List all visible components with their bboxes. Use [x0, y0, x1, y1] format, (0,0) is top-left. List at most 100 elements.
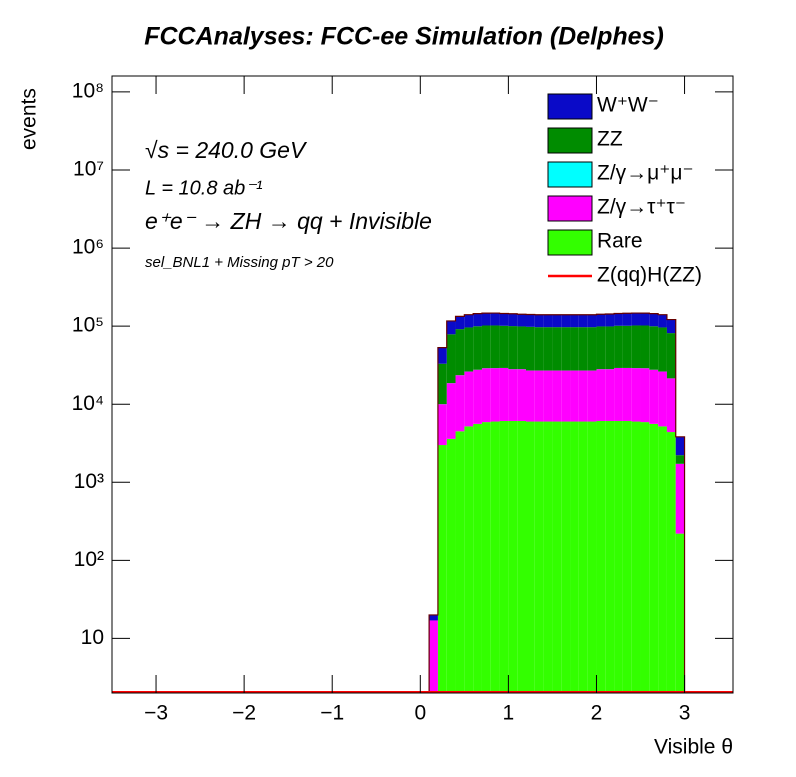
histogram-bar	[579, 371, 588, 422]
histogram-bar	[491, 422, 500, 693]
histogram-bar	[676, 455, 685, 464]
histogram-bar	[623, 326, 632, 368]
x-tick-label: 1	[503, 702, 515, 725]
histogram-bar	[473, 424, 482, 693]
y-axis-label: events	[18, 88, 41, 150]
y-tick-label: 10⁸	[72, 79, 104, 102]
annotation: sel_BNL1 + Missing pT > 20	[145, 254, 334, 271]
histogram-bar	[517, 326, 526, 369]
legend-label: Z/γ→τ⁺τ⁻	[597, 196, 686, 219]
histogram-bar	[482, 325, 491, 368]
histogram-bar	[596, 314, 605, 326]
histogram-bar	[456, 375, 465, 431]
histogram-bar	[552, 371, 561, 422]
histogram-bar	[544, 371, 553, 422]
legend-label: W⁺W⁻	[597, 94, 659, 117]
histogram-bar	[517, 314, 526, 326]
legend-label: Rare	[597, 230, 643, 253]
histogram-bar	[623, 313, 632, 325]
histogram-bar	[482, 313, 491, 325]
histogram-bar	[667, 378, 676, 432]
histogram-bar	[676, 534, 685, 693]
histogram-bar	[667, 333, 676, 378]
histogram-bar	[464, 315, 473, 328]
histogram-bar	[456, 316, 465, 329]
histogram-bar	[438, 348, 447, 364]
histogram-bar	[561, 371, 570, 422]
x-tick-label: −1	[320, 702, 344, 725]
histogram-bar	[447, 321, 456, 334]
histogram-bar	[676, 437, 685, 455]
histogram-bar	[438, 364, 447, 404]
histogram-bar	[526, 371, 535, 422]
histogram-bar	[544, 327, 553, 370]
histogram-bar	[588, 371, 597, 422]
histogram-bar	[552, 422, 561, 693]
histogram-bar	[623, 368, 632, 421]
histogram-bar	[632, 368, 641, 421]
histogram-bar	[500, 368, 509, 421]
histogram-bar	[456, 329, 465, 375]
histogram-bar	[438, 404, 447, 445]
histogram-bar	[500, 314, 509, 326]
histogram-bar	[473, 314, 482, 327]
histogram-bar	[641, 325, 650, 368]
annotation: L = 10.8 ab⁻¹	[145, 177, 263, 199]
histogram-bar	[649, 424, 658, 693]
x-tick-label: 3	[679, 702, 691, 725]
y-tick-label: 10⁴	[72, 392, 104, 415]
y-tick-label: 10⁵	[72, 314, 104, 337]
x-tick-label: −3	[144, 702, 168, 725]
histogram-bar	[526, 314, 535, 326]
histogram-bar	[500, 421, 509, 693]
histogram-bar	[482, 422, 491, 693]
histogram-bar	[570, 371, 579, 422]
annotation: √s = 240.0 GeV	[145, 137, 308, 163]
legend-swatch	[548, 230, 592, 255]
histogram-bar	[658, 426, 667, 693]
histogram-bar	[561, 422, 570, 693]
histogram-bar	[429, 615, 438, 621]
histogram-bar	[482, 368, 491, 422]
histogram-bar	[438, 445, 447, 693]
histogram-bar	[447, 383, 456, 439]
legend-label: Z(qq)H(ZZ)	[597, 264, 702, 287]
histogram-bar	[508, 314, 517, 326]
histogram-bar	[508, 421, 517, 693]
histogram-bar	[552, 315, 561, 327]
histogram-bar	[605, 326, 614, 369]
histogram-bar	[464, 426, 473, 693]
histogram-bar	[456, 431, 465, 693]
histogram-bar	[544, 422, 553, 693]
y-tick-label: 10	[81, 626, 104, 649]
histogram-bar	[561, 327, 570, 370]
histogram-bar	[588, 422, 597, 693]
histogram-bar	[667, 320, 676, 334]
histogram-bar	[464, 327, 473, 371]
histogram-bar	[588, 315, 597, 327]
histogram-bar	[561, 315, 570, 327]
histogram-bar	[508, 369, 517, 421]
y-tick-label: 10⁷	[73, 158, 104, 181]
histogram-bar	[632, 422, 641, 693]
histogram-bar	[570, 422, 579, 693]
histogram-bar	[649, 370, 658, 424]
histogram-bar	[570, 327, 579, 370]
x-tick-label: 0	[414, 702, 426, 725]
histogram-bar	[473, 326, 482, 369]
chart-title: FCCAnalyses: FCC-ee Simulation (Delphes)	[144, 23, 664, 51]
histogram-bar	[552, 327, 561, 370]
histogram-bar	[605, 421, 614, 693]
histogram-bar	[447, 439, 456, 693]
histogram-bar	[596, 421, 605, 693]
histogram-bar	[658, 372, 667, 427]
y-tick-label: 10⁶	[72, 236, 104, 259]
histogram-bar	[588, 327, 597, 370]
histogram-bar	[632, 313, 641, 325]
histogram-bar	[473, 370, 482, 424]
histogram-bar	[517, 421, 526, 693]
legend-swatch	[548, 128, 592, 153]
histogram-bar	[632, 325, 641, 368]
histogram-bar	[641, 368, 650, 422]
